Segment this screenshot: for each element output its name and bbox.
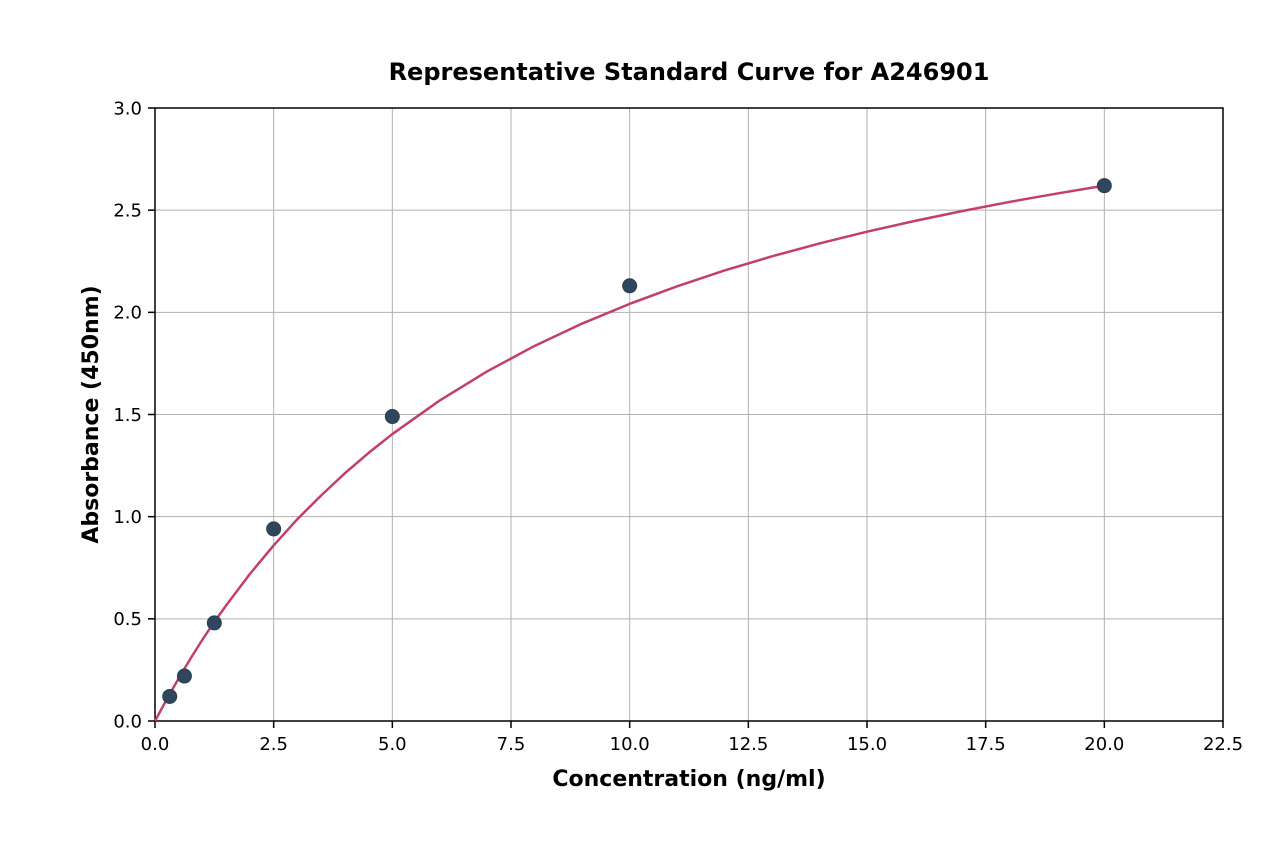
y-tick-label: 1.5 [113, 405, 142, 426]
y-tick-label: 1.0 [113, 507, 142, 528]
data-point [207, 616, 221, 630]
chart-title: Representative Standard Curve for A24690… [389, 58, 990, 86]
data-point [385, 410, 399, 424]
y-axis-label: Absorbance (450nm) [79, 285, 104, 543]
x-tick-label: 12.5 [728, 734, 768, 755]
data-point [623, 279, 637, 293]
y-tick-label: 2.0 [113, 303, 142, 324]
x-tick-label: 22.5 [1203, 734, 1243, 755]
x-tick-label: 15.0 [847, 734, 887, 755]
x-tick-label: 10.0 [610, 734, 650, 755]
y-tick-label: 0.5 [113, 609, 142, 630]
y-tick-label: 2.5 [113, 200, 142, 221]
y-tick-label: 3.0 [113, 98, 142, 119]
chart-container: 0.0 2.5 5.0 7.5 10.0 12.5 15.0 17.5 20.0 22.5 0.0 0… [0, 0, 1280, 845]
x-axis-label: Concentration (ng/ml) [552, 767, 825, 792]
x-tick-label: 20.0 [1084, 734, 1124, 755]
x-tick-label: 5.0 [378, 734, 407, 755]
chart-svg: 0.0 2.5 5.0 7.5 10.0 12.5 15.0 17.5 20.0 22.5 0.0 0… [0, 0, 1280, 845]
x-tick-label: 0.0 [141, 734, 170, 755]
data-point [177, 669, 191, 683]
x-tick-label: 7.5 [497, 734, 526, 755]
data-point [267, 522, 281, 536]
y-tick-label: 0.0 [113, 711, 142, 732]
data-point [163, 689, 177, 703]
data-point [1097, 179, 1111, 193]
x-tick-label: 2.5 [259, 734, 288, 755]
x-tick-label: 17.5 [966, 734, 1006, 755]
